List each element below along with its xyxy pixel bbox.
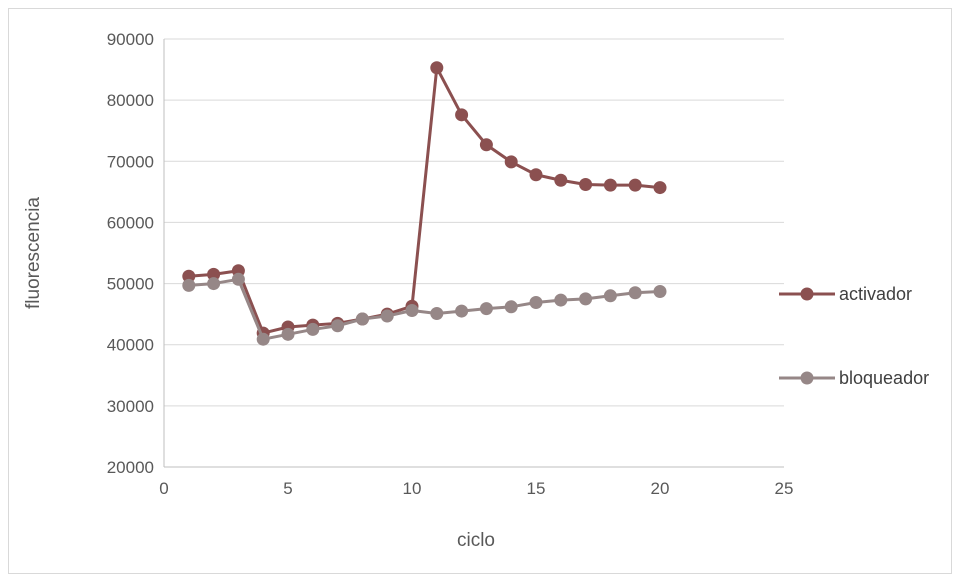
data-point xyxy=(455,304,469,318)
gridlines xyxy=(164,38,784,407)
data-point xyxy=(479,302,493,316)
data-point xyxy=(603,178,617,192)
data-point xyxy=(256,332,270,346)
data-point xyxy=(331,319,345,333)
data-point xyxy=(628,286,642,300)
y-tick-labels: 20000 30000 40000 50000 60000 70000 80000 90000 xyxy=(107,30,154,477)
x-tick-label: 15 xyxy=(527,479,546,498)
y-tick-label: 60000 xyxy=(107,213,154,232)
data-point xyxy=(603,289,617,303)
y-tick-label: 20000 xyxy=(107,458,154,477)
data-point xyxy=(182,278,196,292)
legend: activador bloqueador xyxy=(779,284,929,388)
legend-marker xyxy=(800,371,814,385)
axes xyxy=(163,39,784,468)
legend-label: activador xyxy=(839,284,912,304)
y-tick-label: 40000 xyxy=(107,336,154,355)
x-tick-label: 20 xyxy=(651,479,670,498)
data-point xyxy=(579,292,593,306)
y-tick-label: 90000 xyxy=(107,30,154,49)
legend-marker xyxy=(800,287,814,301)
y-tick-label: 30000 xyxy=(107,397,154,416)
series-line-bloqueador xyxy=(188,277,661,341)
x-tick-labels: 0 5 10 15 20 25 xyxy=(159,479,793,498)
chart-area xyxy=(8,8,952,574)
y-tick-label: 80000 xyxy=(107,91,154,110)
data-point xyxy=(628,178,642,192)
y-tick-label: 70000 xyxy=(107,152,154,171)
data-point xyxy=(529,168,543,182)
data-point xyxy=(579,178,593,192)
data-point xyxy=(430,307,444,321)
data-point xyxy=(653,285,667,299)
series-bloqueador xyxy=(182,272,667,346)
legend-label: bloqueador xyxy=(839,368,929,388)
data-point xyxy=(231,272,245,286)
y-axis-title: fluorescencia xyxy=(23,197,44,309)
data-point xyxy=(455,108,469,122)
series-line-activador xyxy=(188,66,661,335)
x-tick-label: 10 xyxy=(403,479,422,498)
x-tick-label: 5 xyxy=(283,479,292,498)
data-point xyxy=(207,277,221,291)
legend-item-bloqueador: bloqueador xyxy=(779,368,929,388)
data-point xyxy=(405,303,419,317)
data-point xyxy=(504,155,518,169)
x-axis-title: ciclo xyxy=(457,530,495,551)
data-point xyxy=(306,322,320,336)
data-point xyxy=(182,269,196,283)
data-point xyxy=(554,293,568,307)
data-point xyxy=(430,61,444,75)
data-point xyxy=(380,309,394,323)
data-point xyxy=(529,296,543,310)
data-point xyxy=(653,181,667,195)
x-tick-label: 0 xyxy=(159,479,168,498)
data-point xyxy=(504,300,518,314)
data-point xyxy=(479,138,493,152)
legend-item-activador: activador xyxy=(779,284,912,304)
data-point xyxy=(554,173,568,187)
data-point xyxy=(355,312,369,326)
y-tick-label: 50000 xyxy=(107,275,154,294)
data-point xyxy=(281,327,295,341)
data-point xyxy=(207,267,221,281)
x-tick-label: 25 xyxy=(775,479,794,498)
series-group xyxy=(182,61,667,346)
